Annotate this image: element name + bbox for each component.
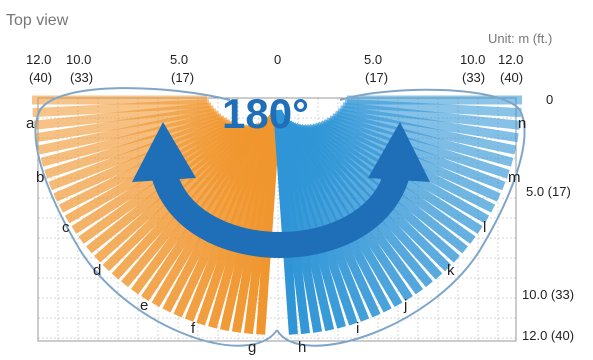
right-tick: 10.0 (33) [522,287,574,302]
detection-beam [37,108,218,155]
zone-label: j [403,297,407,314]
zone-label: m [508,169,521,186]
detection-beam [344,99,522,118]
right-tick: 0 [546,92,553,107]
top-tick-m: 12.0 [498,52,523,67]
sweep-arc-arrow [150,166,411,258]
zone-labels-left: a b c d e f g [26,115,256,356]
detection-beam [35,105,215,143]
zone-label: f [191,320,196,337]
top-scale: 12.0 (40) 10.0 (33) 5.0 (17) 0 5.0 (17) … [26,52,523,85]
zone-label: h [298,339,306,356]
top-tick-m: 10.0 [460,52,485,67]
detection-beam [336,108,517,155]
title: Top view [6,12,69,29]
right-scale: 0 5.0 (17) 10.0 (33) 12.0 (40) [522,92,574,343]
detection-beam [342,102,521,130]
zone-label: g [248,339,256,356]
detection-beam [333,110,514,167]
top-tick-m: 10.0 [66,52,91,67]
detection-beam [32,99,210,118]
zone-labels-right: n m l k j i h [298,115,526,356]
angle-label: 180° [222,90,309,137]
zone-label: d [93,262,101,279]
right-tick: 5.0 (17) [526,184,571,199]
detection-beam [330,113,510,179]
detection-beam [339,105,519,143]
unit-label: Unit: m (ft.) [488,31,552,46]
top-tick-m: 0 [274,52,281,67]
zone-label: i [356,320,359,337]
detection-beam [33,102,212,130]
left-arrowhead-icon [132,122,196,182]
top-tick-ft: (40) [500,70,523,85]
top-tick-ft: (33) [462,70,485,85]
top-tick-m: 5.0 [364,52,382,67]
top-tick-ft: (40) [29,70,52,85]
detection-beam [44,113,224,179]
detection-beam [40,110,221,167]
zone-label: n [518,115,526,132]
right-tick: 12.0 (40) [522,328,574,343]
left-detection-beams [32,95,281,335]
right-arrowhead-icon [368,122,430,182]
detection-beam [273,109,298,335]
zone-label: a [26,115,35,132]
zone-label: c [62,219,70,236]
zone-label: l [483,219,486,236]
detection-beam [256,109,281,335]
zone-label: b [36,169,44,186]
zone-label: k [447,262,455,279]
top-tick-ft: (33) [70,70,93,85]
detection-boundary-outline [34,87,526,347]
top-tick-ft: (17) [365,70,388,85]
zone-label: e [140,297,148,314]
top-tick-m: 5.0 [170,52,188,67]
detection-area-frame [37,97,517,342]
top-tick-m: 12.0 [26,52,51,67]
top-tick-ft: (17) [171,70,194,85]
